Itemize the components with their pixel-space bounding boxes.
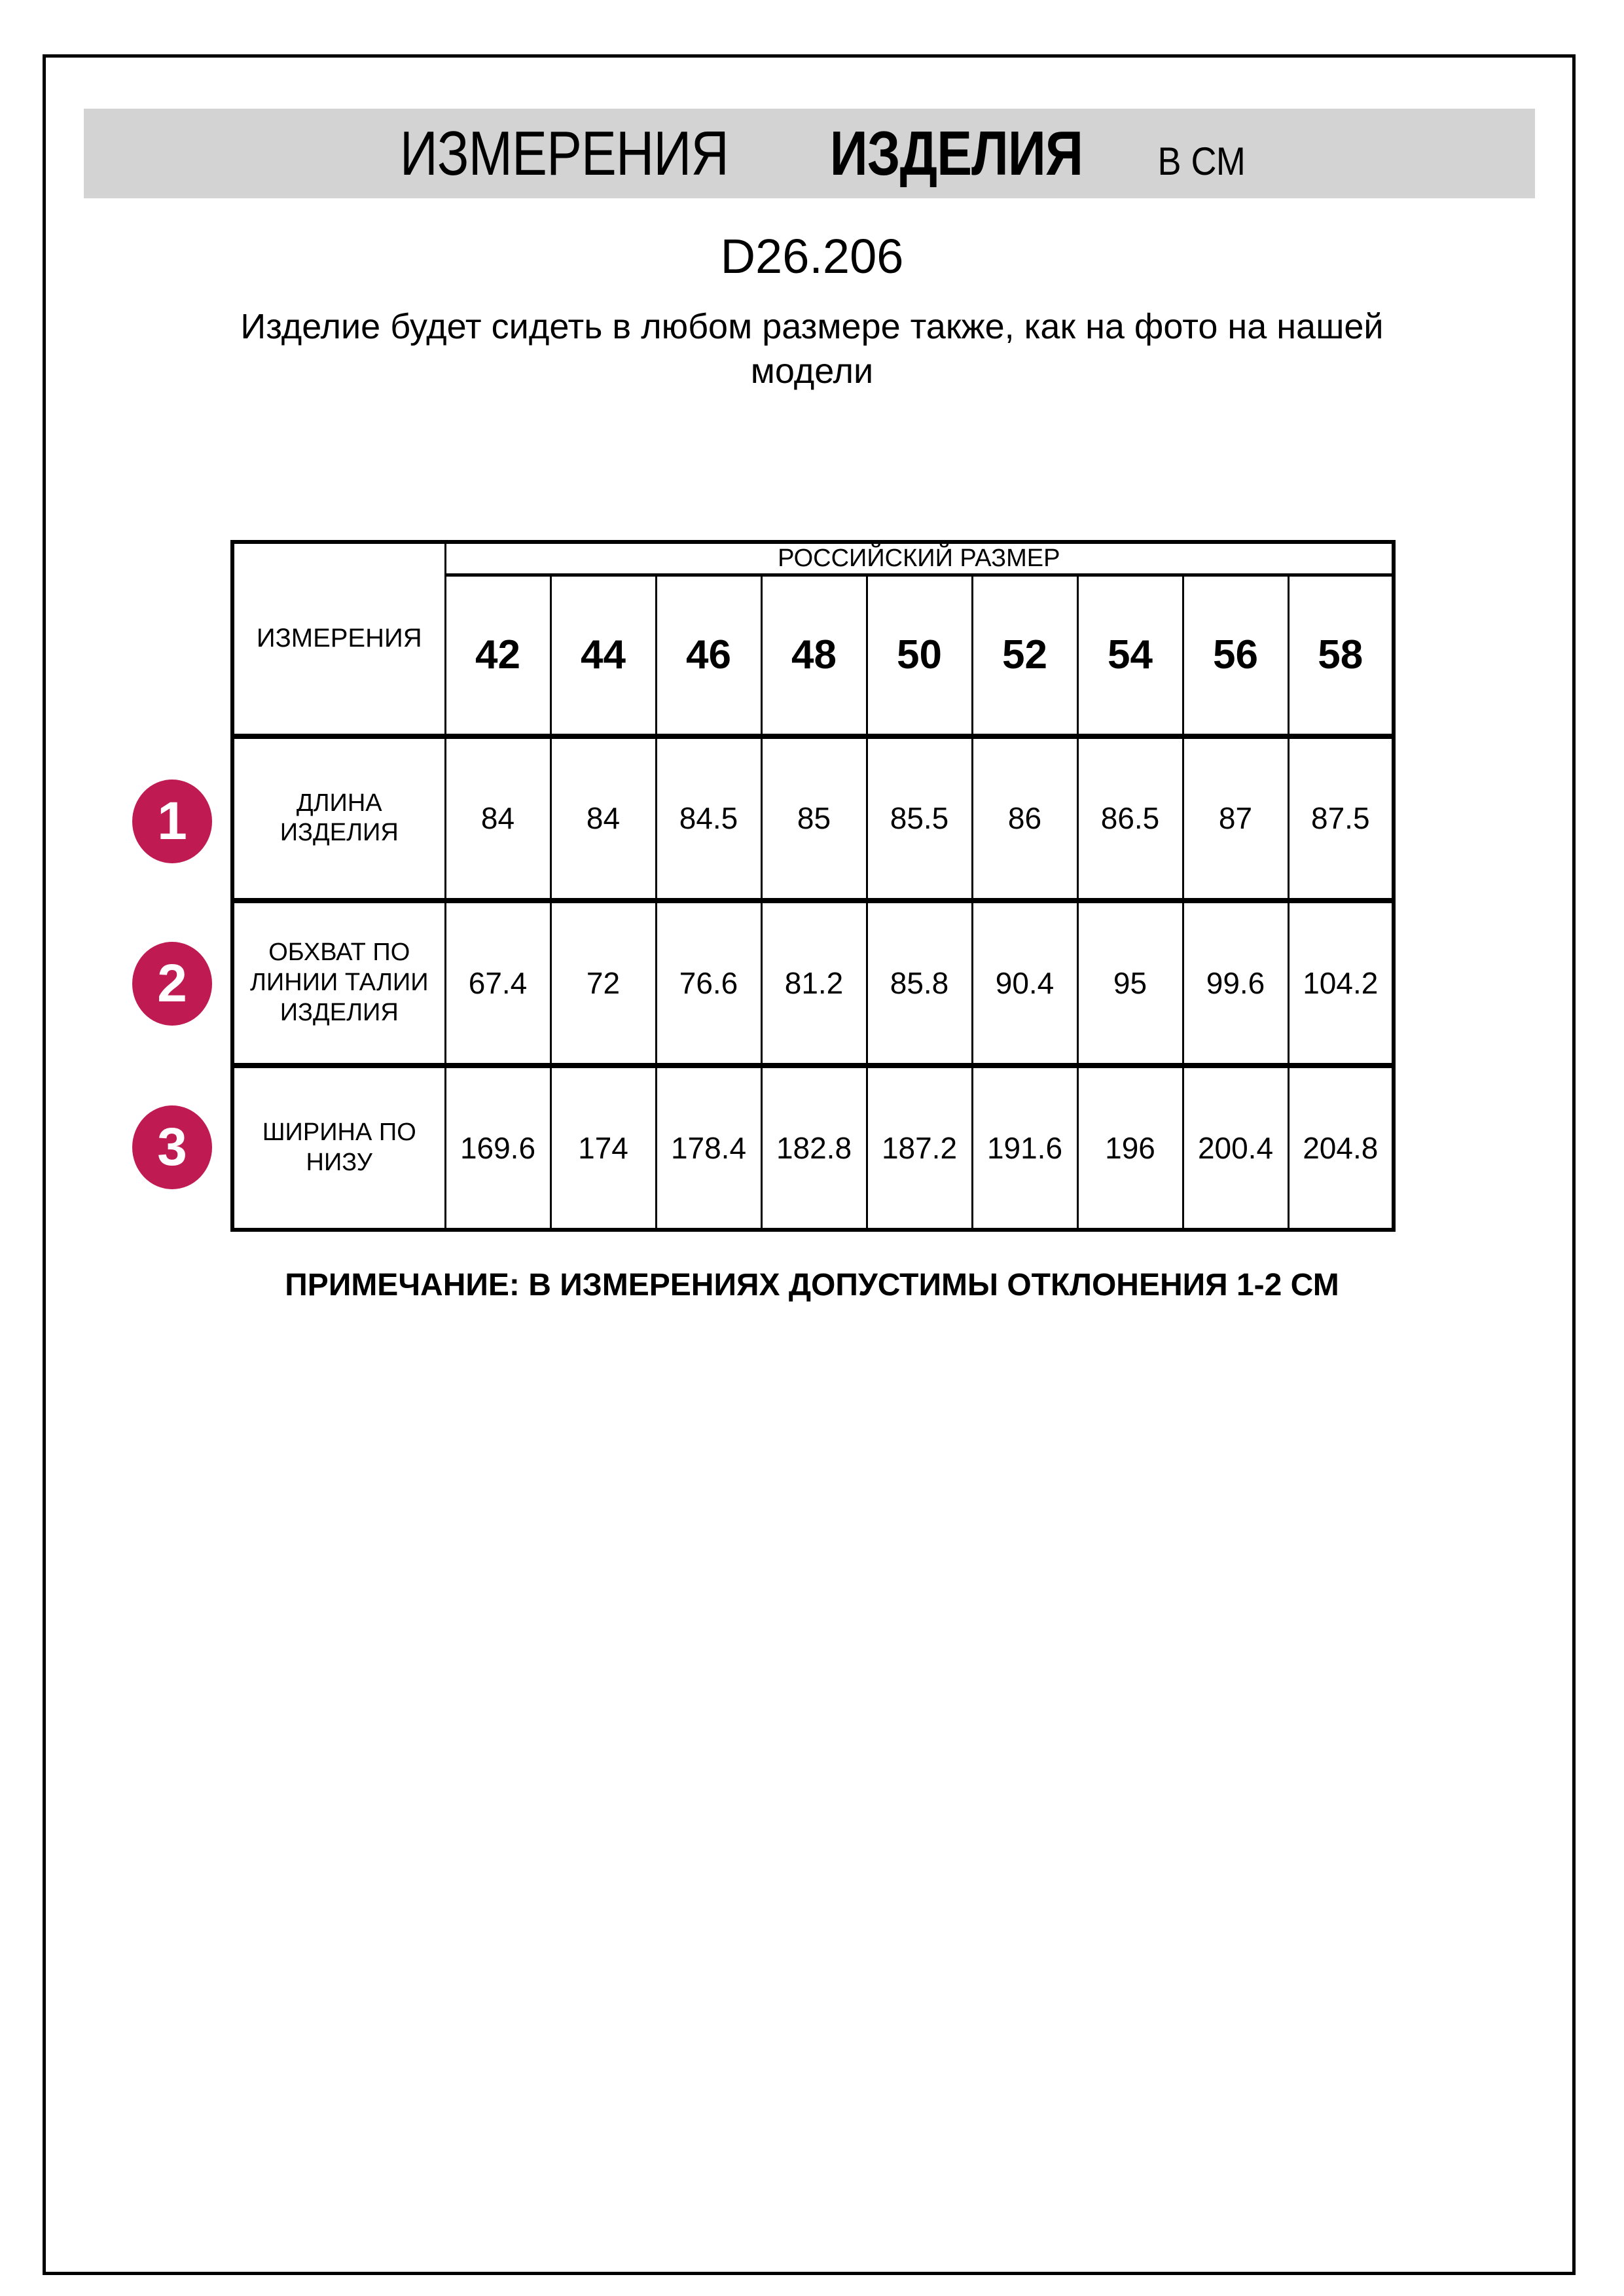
row-label-length: ДЛИНА ИЗДЕЛИЯ xyxy=(231,733,446,902)
value-cell: 85 xyxy=(760,733,868,902)
table-row-waist: ОБХВАТ ПО ЛИНИИ ТАЛИИ ИЗДЕЛИЯ 67.4 72 76… xyxy=(231,898,1395,1067)
table-row-bottom-width: ШИРИНА ПО НИЗУ 169.6 174 178.4 182.8 187… xyxy=(231,1062,1395,1231)
size-cell: 56 xyxy=(1182,573,1290,738)
value-cell: 72 xyxy=(549,898,657,1067)
value-cell: 178.4 xyxy=(655,1062,763,1231)
row-label-waist: ОБХВАТ ПО ЛИНИИ ТАЛИИ ИЗДЕЛИЯ xyxy=(231,898,446,1067)
product-code: D26.206 xyxy=(720,229,904,283)
value-cell: 187.2 xyxy=(865,1062,973,1231)
size-header-row: 42 44 46 48 50 52 54 56 58 xyxy=(232,573,1395,738)
value-cell: 76.6 xyxy=(655,898,763,1067)
row-label-bottom-width: ШИРИНА ПО НИЗУ xyxy=(231,1062,446,1231)
value-cell: 86.5 xyxy=(1076,733,1184,902)
page-border xyxy=(43,54,1576,2275)
value-cell: 169.6 xyxy=(444,1062,552,1231)
title-banner: ИЗМЕРЕНИЯ ИЗДЕЛИЯ В СМ xyxy=(84,109,1535,198)
measurements-table: ИЗМЕРЕНИЯ РОССИЙСКИЙ РАЗМЕР 42 44 46 48 … xyxy=(230,540,1396,1232)
measure-badge-1: 1 xyxy=(132,780,212,863)
value-cell: 86 xyxy=(971,733,1079,902)
value-cell: 67.4 xyxy=(444,898,552,1067)
group-header-row: ИЗМЕРЕНИЯ РОССИЙСКИЙ РАЗМЕР xyxy=(231,541,1395,738)
badge-number: 2 xyxy=(157,954,187,1013)
value-cell: 104.2 xyxy=(1287,898,1395,1067)
size-cell: 44 xyxy=(549,573,657,738)
value-cell: 84.5 xyxy=(655,733,763,902)
badge-number: 3 xyxy=(157,1117,187,1177)
value-cell: 84 xyxy=(549,733,657,902)
value-cell: 191.6 xyxy=(971,1062,1079,1231)
measure-badge-2: 2 xyxy=(132,942,212,1026)
value-cell: 204.8 xyxy=(1287,1062,1395,1231)
value-cell: 174 xyxy=(549,1062,657,1231)
size-cell: 46 xyxy=(655,573,763,738)
value-cell: 200.4 xyxy=(1182,1062,1290,1231)
measure-badge-3: 3 xyxy=(132,1105,212,1189)
badge-number: 1 xyxy=(157,791,187,851)
size-cell: 58 xyxy=(1287,573,1395,738)
title-unit-cm: В СМ xyxy=(1157,139,1246,183)
value-cell: 87.5 xyxy=(1287,733,1395,902)
page-title: ИЗМЕРЕНИЯ ИЗДЕЛИЯ В СМ xyxy=(369,118,1250,190)
measurements-corner-label: ИЗМЕРЕНИЯ xyxy=(231,541,446,738)
value-cell: 182.8 xyxy=(760,1062,868,1231)
value-cell: 99.6 xyxy=(1182,898,1290,1067)
value-cell: 196 xyxy=(1076,1062,1184,1231)
russian-size-header: РОССИЙСКИЙ РАЗМЕР xyxy=(444,541,1395,577)
fit-subtitle: Изделие будет сидеть в любом размере так… xyxy=(240,307,1384,391)
size-cell: 52 xyxy=(971,573,1079,738)
value-cell: 90.4 xyxy=(971,898,1079,1067)
size-cell: 42 xyxy=(444,573,552,738)
value-cell: 85.8 xyxy=(865,898,973,1067)
value-cell: 87 xyxy=(1182,733,1290,902)
value-cell: 84 xyxy=(444,733,552,902)
title-word-product: ИЗДЕЛИЯ xyxy=(829,118,1083,188)
value-cell: 95 xyxy=(1076,898,1184,1067)
value-cell: 81.2 xyxy=(760,898,868,1067)
tolerance-note: ПРИМЕЧАНИЕ: В ИЗМЕРЕНИЯХ ДОПУСТИМЫ ОТКЛО… xyxy=(285,1268,1339,1302)
title-word-measurements: ИЗМЕРЕНИЯ xyxy=(399,118,729,188)
size-cell: 48 xyxy=(760,573,868,738)
size-cell: 50 xyxy=(865,573,973,738)
value-cell: 85.5 xyxy=(865,733,973,902)
table-row-length: ДЛИНА ИЗДЕЛИЯ 84 84 84.5 85 85.5 86 86.5… xyxy=(231,733,1395,902)
size-cell: 54 xyxy=(1076,573,1184,738)
